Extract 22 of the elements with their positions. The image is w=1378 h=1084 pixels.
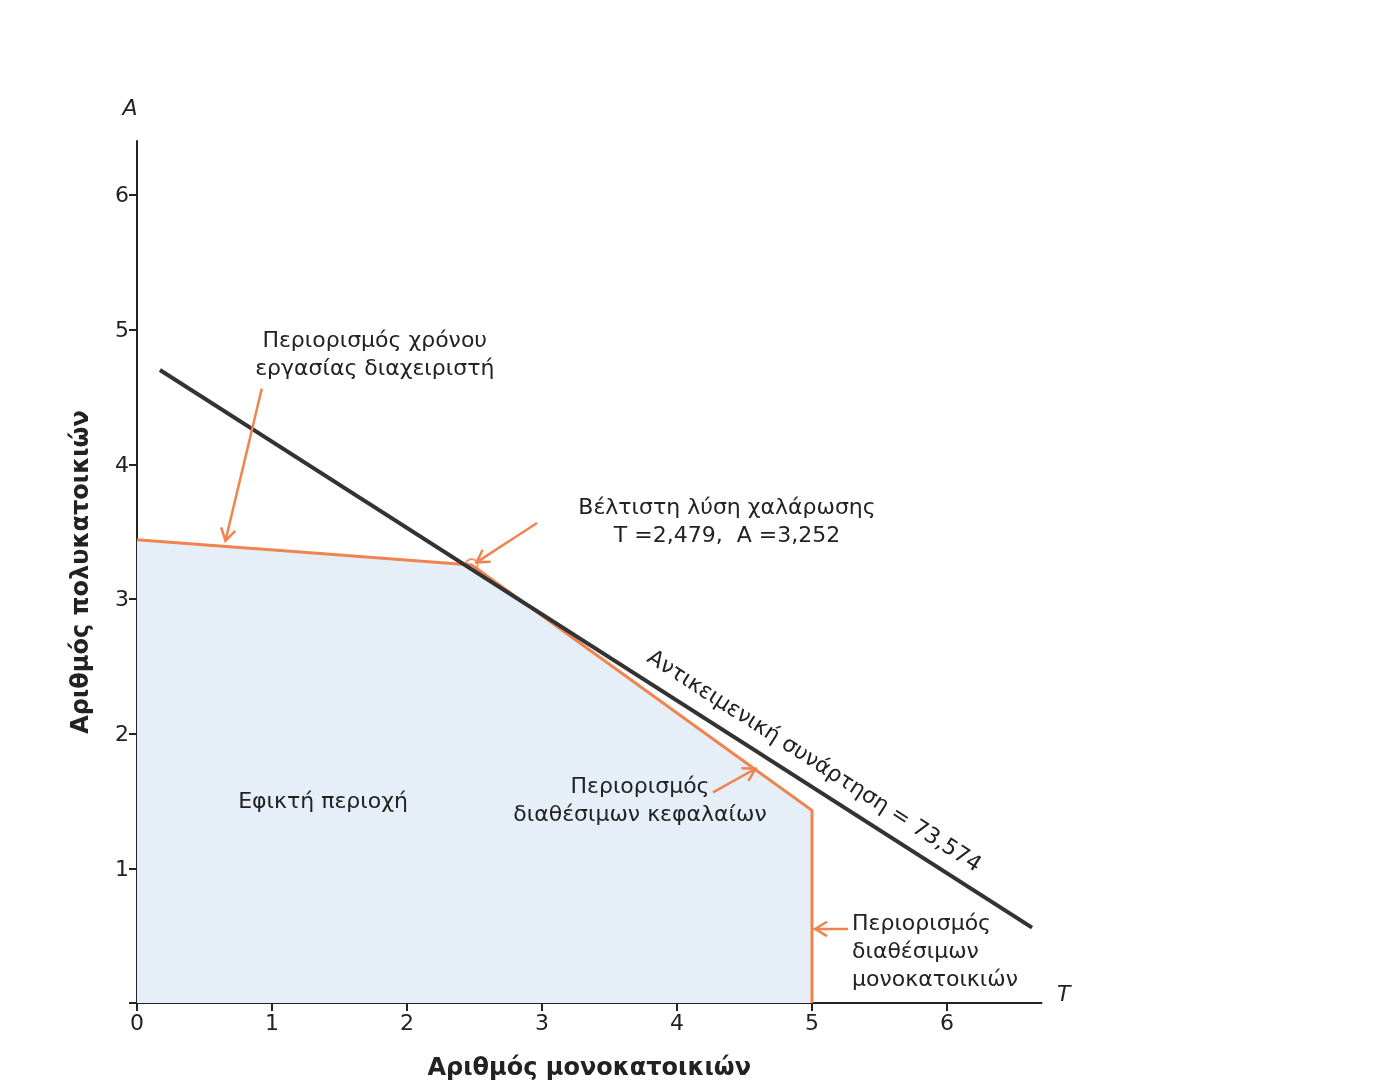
annotation: Βέλτιστη λύση χαλάρωσης T =2,479, A =3,252 bbox=[578, 493, 876, 547]
x-tick-label: 2 bbox=[400, 1009, 414, 1035]
annotation: Εφικτή περιοχή bbox=[238, 787, 408, 813]
annotation: Περιορισμός διαθέσιμων κεφαλαίων bbox=[513, 772, 767, 826]
text: T bbox=[1057, 980, 1072, 1006]
x-tick-label: 0 bbox=[130, 1009, 144, 1035]
y-tick-label: 4 bbox=[115, 451, 129, 477]
y-tick-label: 5 bbox=[115, 317, 129, 343]
text: A bbox=[120, 94, 138, 120]
y-tick-label: 2 bbox=[115, 721, 129, 747]
x-tick-label: 5 bbox=[805, 1009, 819, 1035]
y-tick-label: 3 bbox=[115, 586, 129, 612]
x-tick-label: 3 bbox=[535, 1009, 549, 1035]
y-tick-label: 1 bbox=[115, 855, 129, 881]
y-axis-title: Αριθμός πολυκατοικιών bbox=[66, 410, 94, 734]
annotation: Περιορισμός χρόνου εργασίας διαχειριστή bbox=[255, 327, 495, 381]
x-axis-title: Αριθμός μονοκατοικιών bbox=[427, 1053, 752, 1081]
x-tick-label: 1 bbox=[265, 1009, 279, 1035]
annotation: Περιορισμός διαθέσιμων μονοκατοικιών bbox=[852, 910, 1018, 992]
x-tick-label: 4 bbox=[670, 1009, 684, 1035]
x-tick-label: 6 bbox=[940, 1009, 954, 1035]
y-tick-label: 6 bbox=[115, 182, 129, 208]
